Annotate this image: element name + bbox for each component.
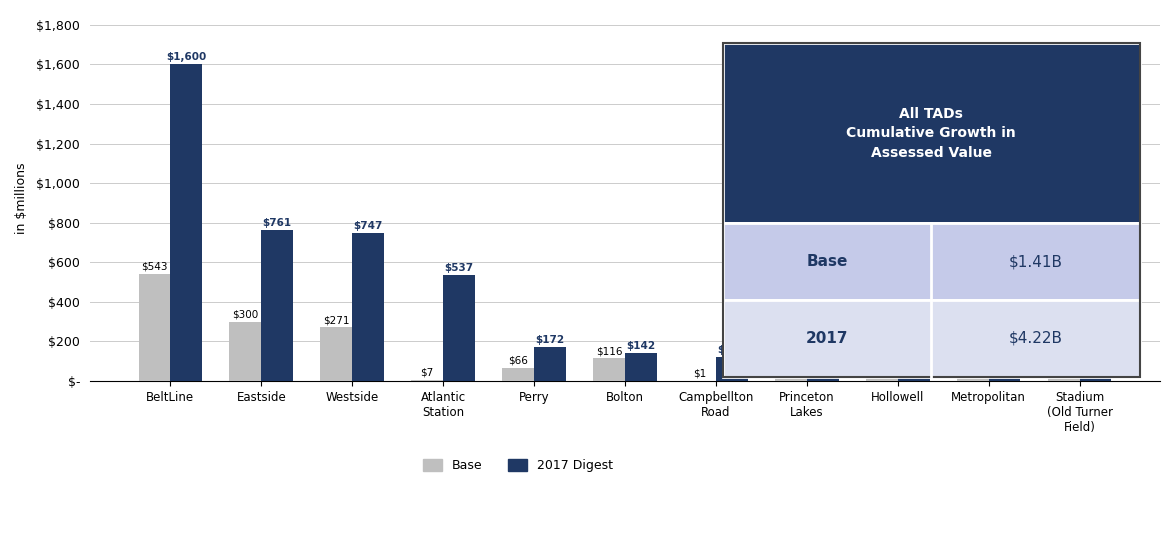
Text: $747: $747 — [354, 221, 383, 231]
Bar — [321, 327, 352, 381]
FancyBboxPatch shape — [723, 43, 1140, 223]
FancyBboxPatch shape — [723, 223, 1140, 300]
Bar — [807, 369, 839, 381]
Bar — [625, 353, 657, 381]
Text: $172: $172 — [536, 335, 564, 345]
Text: $119: $119 — [718, 345, 746, 356]
Text: $1.41B: $1.41B — [1008, 254, 1062, 269]
Bar — [170, 65, 202, 381]
Bar — [411, 380, 443, 381]
Bar — [956, 376, 988, 381]
Text: All TADs
Cumulative Growth in
Assessed Value: All TADs Cumulative Growth in Assessed V… — [846, 107, 1016, 160]
Bar — [1048, 376, 1080, 381]
Bar — [502, 368, 535, 381]
Bar — [139, 273, 170, 381]
Bar — [229, 322, 261, 381]
Text: $66: $66 — [509, 356, 528, 366]
FancyBboxPatch shape — [723, 300, 1140, 377]
Text: $42: $42 — [872, 360, 892, 371]
Text: $59: $59 — [812, 357, 833, 367]
Bar — [535, 347, 566, 381]
Text: $1: $1 — [693, 369, 706, 379]
Text: Base: Base — [806, 254, 847, 269]
Bar — [866, 373, 898, 381]
Bar — [261, 230, 293, 381]
Legend: Base, 2017 Digest: Base, 2017 Digest — [418, 454, 618, 477]
Text: $27: $27 — [962, 364, 982, 374]
Text: $27: $27 — [1054, 364, 1074, 374]
Bar — [898, 371, 929, 381]
Text: $543: $543 — [141, 261, 168, 272]
Text: $7: $7 — [421, 367, 434, 378]
Bar — [443, 275, 475, 381]
Text: $37: $37 — [781, 362, 801, 372]
Bar — [593, 358, 625, 381]
Text: $1,600: $1,600 — [166, 53, 207, 62]
Bar — [352, 233, 384, 381]
Bar — [776, 374, 807, 381]
Y-axis label: in $millions: in $millions — [15, 162, 28, 233]
Text: $26: $26 — [994, 364, 1015, 374]
Text: $51: $51 — [902, 359, 925, 369]
Text: $537: $537 — [444, 263, 474, 273]
Text: $4.22B: $4.22B — [1008, 331, 1062, 346]
Text: $142: $142 — [626, 341, 656, 351]
Bar — [1080, 376, 1112, 381]
Text: $300: $300 — [233, 310, 258, 320]
Text: $271: $271 — [323, 315, 349, 325]
Bar — [716, 357, 747, 381]
Text: 2017: 2017 — [806, 331, 848, 346]
Text: $26: $26 — [1085, 364, 1107, 374]
Text: $116: $116 — [596, 346, 623, 356]
Bar — [988, 376, 1020, 381]
Text: $761: $761 — [263, 218, 291, 229]
